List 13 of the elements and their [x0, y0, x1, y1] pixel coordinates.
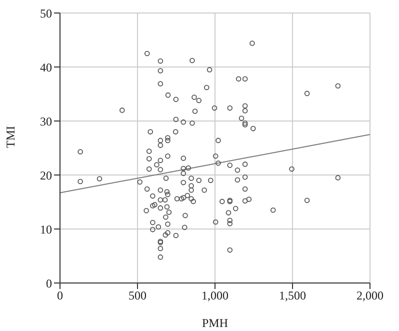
- x-tick-label: 0: [57, 288, 63, 303]
- x-tick-label: 500: [128, 288, 146, 303]
- y-tick-label: 40: [40, 60, 52, 74]
- x-axis-title: PMH: [202, 316, 228, 330]
- x-tick-label: 1,000: [202, 288, 228, 303]
- y-tick-label: 10: [40, 222, 52, 236]
- y-tick-label: 50: [40, 6, 52, 20]
- x-tick-label: 2,000: [356, 288, 384, 303]
- y-tick-label: 0: [46, 276, 52, 290]
- y-tick-label: 30: [40, 114, 52, 128]
- y-axis-title: TMI: [3, 126, 18, 148]
- y-tick-label: 20: [40, 168, 52, 182]
- x-tick-label: 1,500: [279, 288, 306, 303]
